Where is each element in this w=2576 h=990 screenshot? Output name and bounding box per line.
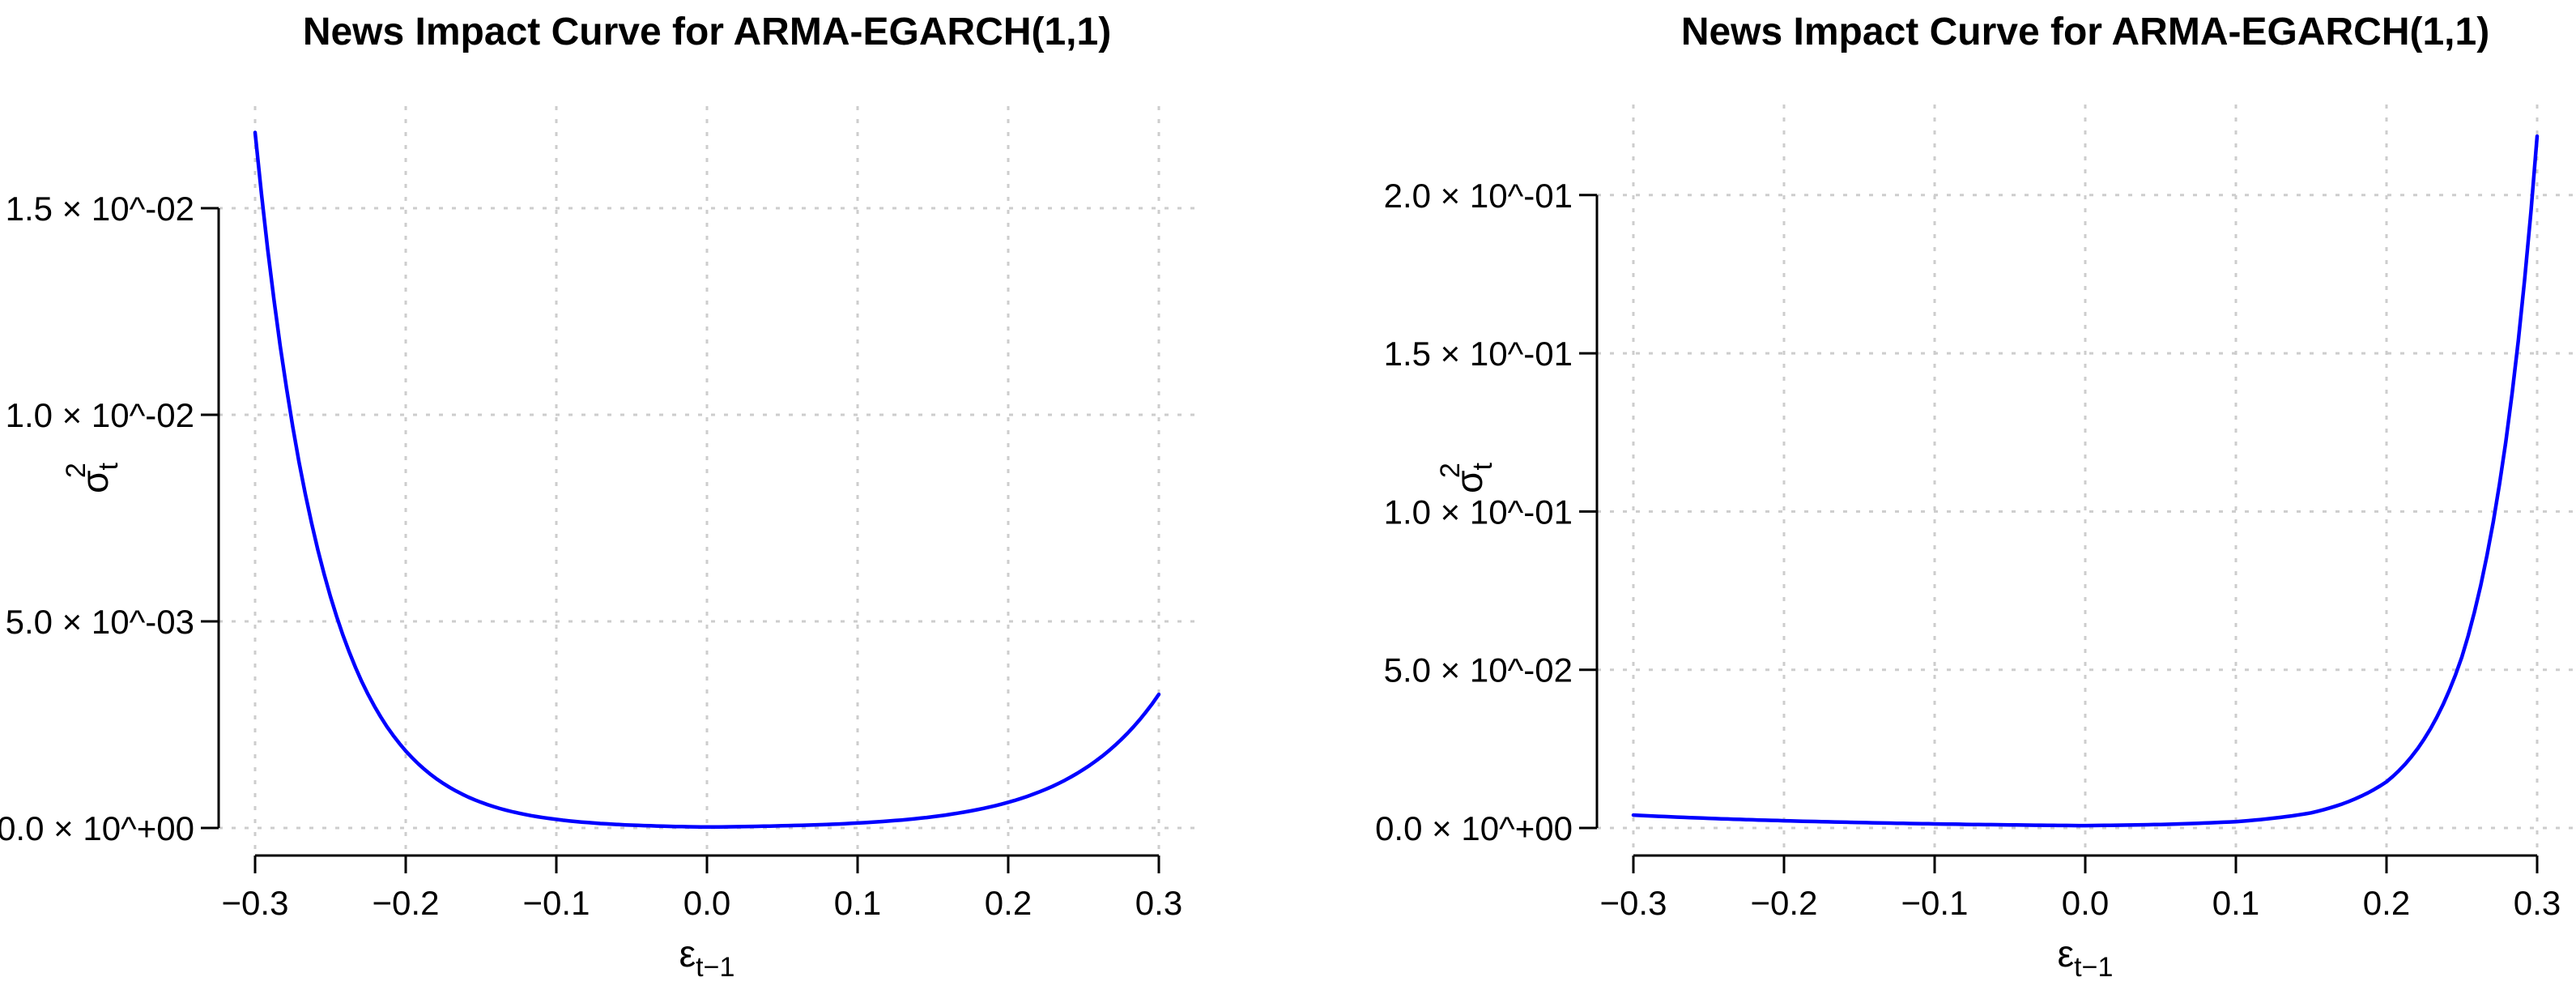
chart-title: News Impact Curve for ARMA-EGARCH(1,1) xyxy=(1681,11,2489,53)
x-tick-label: 0.1 xyxy=(834,884,881,922)
y-axis-label-sigma-squared: σt2 xyxy=(61,463,124,493)
x-tick-label: 0.0 xyxy=(683,884,730,922)
x-tick-label: −0.3 xyxy=(222,884,289,922)
sigma-superscript-2: 2 xyxy=(61,463,92,478)
y-tick-label: 1.5 × 10^-01 xyxy=(1384,335,1573,373)
x-tick-label: −0.1 xyxy=(523,884,590,922)
x-axis-label-epsilon: εt−1 xyxy=(2058,932,2114,983)
sigma-subscript-t: t xyxy=(1467,463,1498,471)
x-tick-label: −0.1 xyxy=(1901,884,1969,922)
x-tick-label: 0.0 xyxy=(2062,884,2109,922)
epsilon-subscript: t−1 xyxy=(696,952,734,983)
epsilon-symbol: ε xyxy=(2058,932,2075,975)
x-tick-label: 0.3 xyxy=(1135,884,1182,922)
y-tick-label: 1.0 × 10^-02 xyxy=(6,396,194,434)
sigma-symbol: σ xyxy=(74,471,116,493)
x-axis-label-epsilon: εt−1 xyxy=(679,932,735,983)
y-tick-label: 0.0 × 10^+00 xyxy=(1375,809,1573,847)
x-tick-label: −0.2 xyxy=(1751,884,1818,922)
plot-left-egarch: −0.3 −0.2 −0.1 0.0 0.1 0.2 0.3 0.0 × 10^+00 5.0 … xyxy=(0,11,1195,983)
x-tick-label: 0.3 xyxy=(2514,884,2561,922)
y-tick-label: 5.0 × 10^-02 xyxy=(1384,651,1573,689)
x-tick-label: 0.1 xyxy=(2212,884,2259,922)
y-axis-label-sigma-squared: σt2 xyxy=(1435,463,1498,493)
epsilon-subscript: t−1 xyxy=(2074,952,2113,983)
sigma-symbol: σ xyxy=(1448,471,1490,493)
y-tick-label: 5.0 × 10^-03 xyxy=(6,603,194,641)
x-tick-label: −0.2 xyxy=(373,884,440,922)
y-tick-label: 1.0 × 10^-01 xyxy=(1384,493,1573,531)
y-tick-label: 2.0 × 10^-01 xyxy=(1384,177,1573,215)
news-impact-curve-line xyxy=(253,130,1161,830)
epsilon-symbol: ε xyxy=(679,932,696,975)
chart-title: News Impact Curve for ARMA-EGARCH(1,1) xyxy=(303,11,1111,53)
news-impact-curve-line xyxy=(1631,134,2540,828)
x-tick-label: 0.2 xyxy=(985,884,1032,922)
y-tick-label: 1.5 × 10^-02 xyxy=(6,190,194,228)
plot-right-egarch: −0.3 −0.2 −0.1 0.0 0.1 0.2 0.3 0.0 × 10^+00 5.0 … xyxy=(1375,11,2574,983)
sigma-subscript-t: t xyxy=(93,463,124,471)
y-tick-label: 0.0 × 10^+00 xyxy=(0,809,194,847)
x-tick-label: 0.2 xyxy=(2363,884,2410,922)
x-tick-label: −0.3 xyxy=(1600,884,1667,922)
sigma-superscript-2: 2 xyxy=(1435,463,1466,478)
